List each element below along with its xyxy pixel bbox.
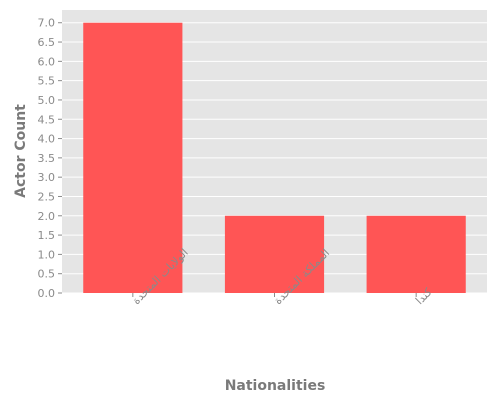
y-tick-label: 6.5 (38, 36, 56, 49)
y-tick-label: 2.5 (38, 190, 56, 203)
y-tick-label: 4.0 (38, 133, 56, 146)
y-tick-label: 0.5 (38, 268, 56, 281)
y-axis-title: Actor Count (13, 104, 29, 198)
y-axis-ticks: 0.0 0.5 1.0 1.5 2.0 2.5 3.0 3.5 4.0 4.5 5.0 5.5 6.0 6… (38, 17, 62, 300)
y-tick-label: 3.0 (38, 171, 56, 184)
y-tick-label: 6.0 (38, 55, 56, 68)
bars (83, 22, 466, 294)
x-axis-title: Nationalities (225, 378, 326, 394)
y-tick-label: 2.0 (38, 210, 56, 223)
y-tick-label: 1.5 (38, 229, 56, 242)
y-tick-label: 3.5 (38, 152, 56, 165)
y-tick-label: 1.0 (38, 248, 56, 261)
y-tick-label: 4.5 (38, 113, 56, 126)
bar (224, 215, 325, 293)
y-tick-label: 0.0 (38, 287, 56, 300)
bar (83, 22, 183, 294)
y-tick-label: 7.0 (38, 17, 56, 30)
bar (366, 215, 466, 293)
y-tick-label: 5.0 (38, 94, 56, 107)
y-tick-label: 5.5 (38, 75, 56, 88)
